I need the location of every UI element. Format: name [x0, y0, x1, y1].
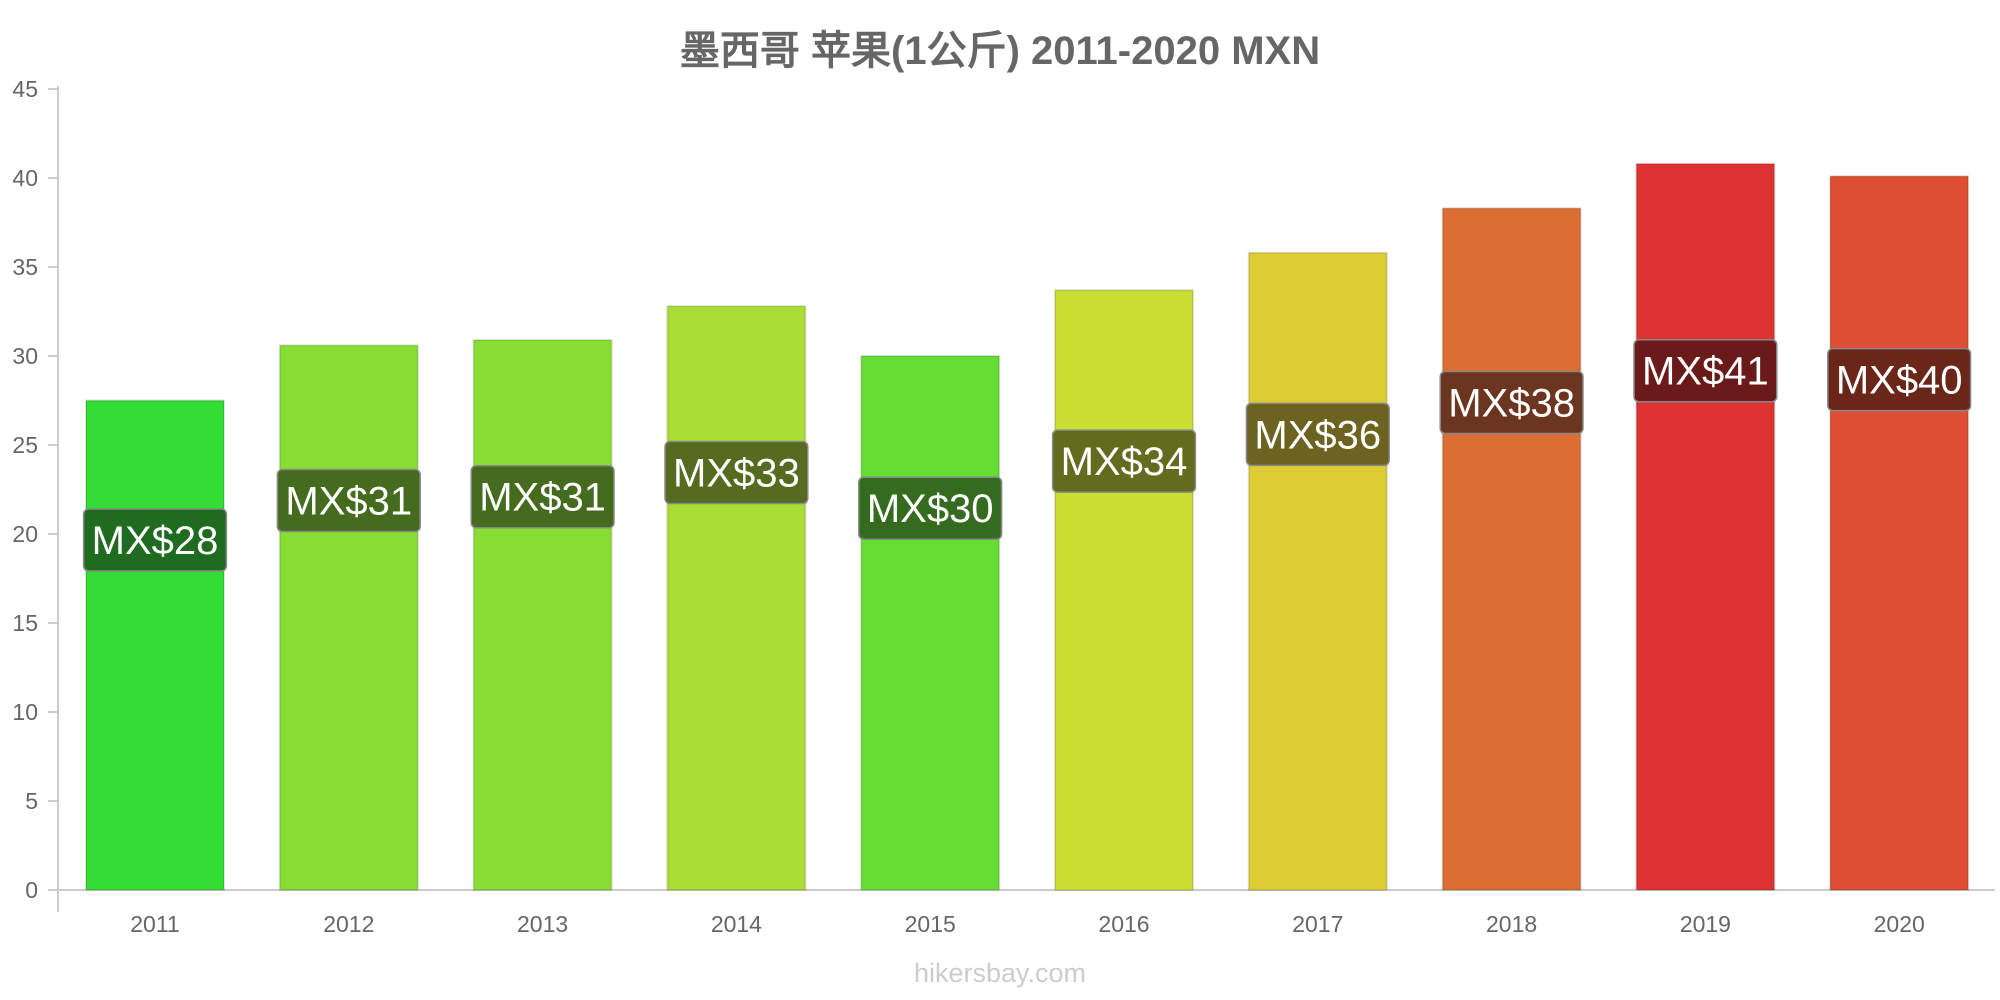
data-label: MX$31	[470, 464, 615, 529]
data-label-text: MX$38	[1448, 382, 1575, 426]
y-tick-label: 35	[12, 254, 38, 280]
data-label-box	[1439, 370, 1584, 435]
data-label: MX$33	[664, 440, 809, 505]
data-label: MX$41	[1633, 338, 1778, 403]
bar	[85, 399, 225, 891]
data-label: MX$38	[1439, 370, 1584, 435]
bar	[1441, 207, 1582, 891]
data-label-box	[82, 508, 228, 572]
y-tick-label: 0	[25, 877, 38, 903]
data-label-text: MX$40	[1836, 359, 1963, 403]
x-tick-label: 2015	[905, 911, 956, 937]
data-label-text: MX$30	[867, 487, 994, 531]
data-label-text: MX$31	[285, 480, 412, 524]
watermark-text: hikersbay.com	[913, 958, 1087, 988]
y-tick-label: 15	[12, 610, 38, 636]
x-tick-label: 2014	[711, 911, 762, 937]
data-label-text: MX$41	[1642, 350, 1769, 394]
bar	[472, 338, 613, 892]
data-label-text: MX$28	[92, 519, 219, 563]
y-tick-label: 40	[12, 165, 38, 191]
data-label: MX$40	[1827, 347, 1972, 412]
y-tick-label: 20	[12, 521, 38, 547]
data-label-text: MX$36	[1254, 413, 1381, 457]
bar	[1054, 289, 1194, 891]
y-tick-label: 45	[12, 76, 38, 102]
data-label: MX$28	[82, 508, 228, 572]
data-label-text: MX$31	[479, 476, 606, 520]
y-tick-label: 5	[25, 788, 38, 814]
data-label-box	[1245, 402, 1390, 467]
bar	[860, 355, 1001, 891]
x-tick-label: 2012	[323, 911, 374, 937]
bar	[1247, 251, 1388, 891]
data-label-box	[1827, 347, 1972, 412]
data-label: MX$30	[858, 476, 1003, 540]
x-tick-label: 2017	[1292, 911, 1343, 937]
chart-title: 墨西哥 苹果(1公斤) 2011-2020 MXN	[679, 29, 1321, 73]
x-tick-label: 2020	[1874, 911, 1925, 937]
data-label-box	[1633, 338, 1778, 403]
x-tick-label: 2011	[130, 911, 179, 937]
bar	[1829, 175, 1970, 892]
y-tick-label: 25	[12, 432, 38, 458]
bar	[1635, 162, 1776, 891]
data-label-box	[1051, 429, 1197, 493]
y-tick-label: 30	[12, 343, 38, 369]
x-tick-label: 2016	[1098, 911, 1149, 937]
x-tick-label: 2013	[517, 911, 568, 937]
data-label: MX$36	[1245, 402, 1390, 467]
data-label-box	[664, 440, 809, 505]
data-label-text: MX$34	[1061, 440, 1188, 484]
bar	[666, 305, 807, 892]
data-label-box	[858, 476, 1003, 540]
data-label: MX$34	[1051, 429, 1197, 493]
data-label-box	[470, 464, 615, 529]
data-label: MX$31	[276, 468, 421, 533]
data-label-box	[276, 468, 421, 533]
bar	[278, 344, 419, 891]
x-tick-label: 2018	[1486, 911, 1537, 937]
y-tick-label: 10	[12, 699, 38, 725]
data-label-text: MX$33	[673, 452, 800, 496]
x-tick-label: 2019	[1680, 911, 1731, 937]
